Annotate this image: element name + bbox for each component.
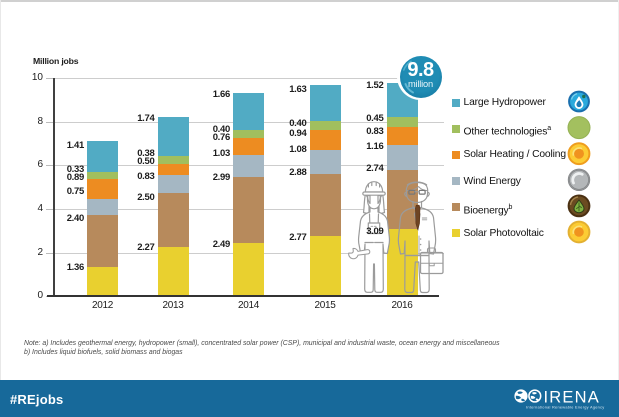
svg-text:IRENA: IRENA — [544, 389, 600, 407]
svg-text:International Renewable Energy: International Renewable Energy Agency — [526, 404, 604, 409]
